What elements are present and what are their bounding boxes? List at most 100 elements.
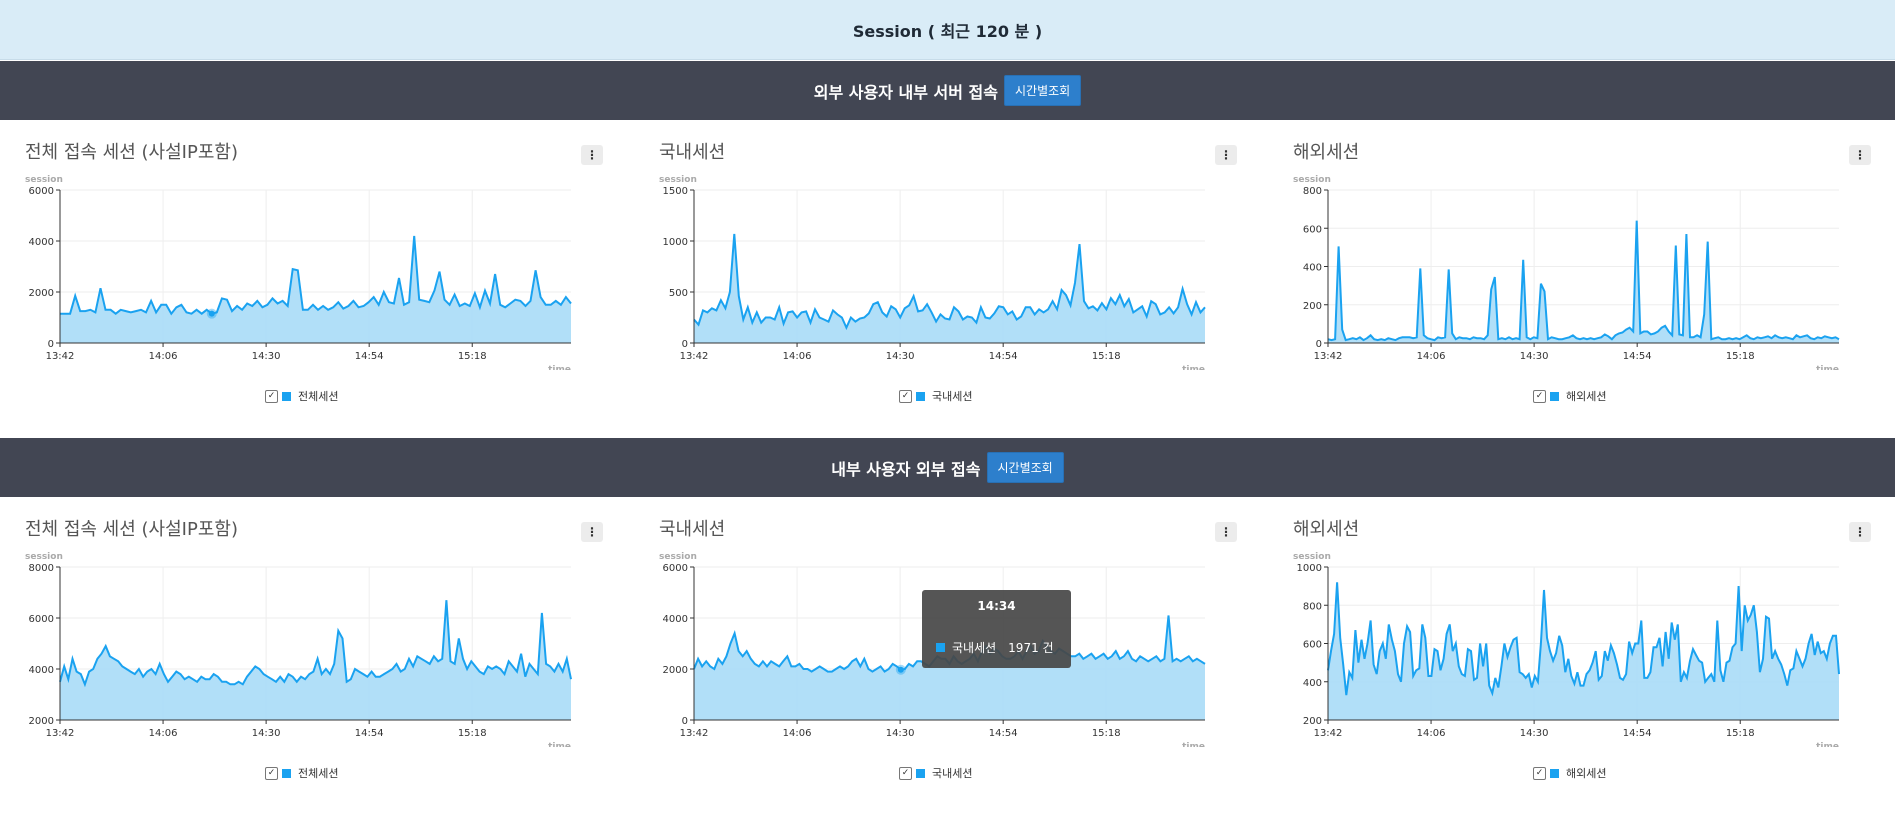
x-tick-label: 14:06 (783, 351, 812, 362)
y-axis-label: session (25, 552, 63, 562)
series-line (693, 233, 1206, 331)
chart-legend[interactable]: ✓ 국내세션 (899, 765, 972, 781)
x-axis-label: time (1182, 365, 1205, 370)
y-tick-label: 800 (1303, 186, 1322, 197)
legend-swatch (282, 391, 291, 401)
y-tick-label: 6000 (29, 614, 54, 625)
x-tick-label: 13:42 (1314, 351, 1343, 362)
chart-plot: 200 400 600 800 1000 13:42 14:06 14:30 14:54 15:1… (1293, 552, 1840, 747)
chart-menu-button[interactable]: ⋮ (1849, 522, 1871, 542)
series-area (60, 235, 571, 343)
hourly-view-button[interactable]: 시간별조회 (986, 452, 1064, 483)
x-tick-label: 14:30 (1520, 728, 1549, 739)
series-area (1328, 220, 1839, 343)
x-tick-label: 14:30 (252, 728, 281, 739)
section-title: 외부 사용자 내부 서버 접속 (813, 82, 998, 102)
chart-panel: 국내세션 ⋮ 0 500 1000 1500 13:42 14:06 14:30 14:54 15:… (634, 120, 1264, 420)
y-tick-label: 6000 (663, 563, 688, 574)
chart-plot: 0 500 1000 1500 13:42 14:06 14:30 14:54 15:18 ses… (659, 175, 1206, 370)
highlight-point (897, 666, 904, 673)
chart-title: 국내세션 (659, 519, 726, 540)
y-axis-label: session (659, 175, 697, 185)
hourly-view-button[interactable]: 시간별조회 (1004, 75, 1082, 106)
chart-menu-button[interactable]: ⋮ (1215, 522, 1237, 542)
chart-title: 해외세션 (1293, 519, 1360, 540)
y-tick-label: 4000 (663, 614, 688, 625)
tooltip-value: 1971 건 (1008, 641, 1054, 655)
chart-tooltip: 14:34 국내세션 1971 건 (922, 590, 1071, 668)
legend-checkbox[interactable]: ✓ (1533, 389, 1546, 403)
y-tick-label: 8000 (29, 563, 54, 574)
x-tick-label: 15:18 (1092, 351, 1121, 362)
y-tick-label: 1000 (1297, 563, 1322, 574)
legend-swatch (1550, 768, 1559, 778)
x-tick-label: 14:30 (252, 351, 281, 362)
y-tick-label: 4000 (29, 237, 54, 248)
y-tick-label: 4000 (29, 665, 54, 676)
series-area (1328, 582, 1839, 720)
y-tick-label: 2000 (29, 716, 54, 727)
section-title: 내부 사용자 외부 접속 (831, 459, 981, 479)
legend-checkbox[interactable]: ✓ (899, 766, 912, 780)
x-tick-label: 13:42 (680, 351, 709, 362)
page-header: Session ( 최근 120 분 ) (0, 0, 1895, 60)
x-tick-label: 14:06 (149, 728, 178, 739)
y-tick-label: 200 (1303, 301, 1322, 312)
tooltip-series: 국내세션 (952, 641, 997, 655)
chart-menu-button[interactable]: ⋮ (581, 145, 603, 165)
section-bar-internal: 내부 사용자 외부 접속 시간별조회 (0, 438, 1895, 497)
tooltip-time: 14:34 (977, 599, 1016, 613)
x-tick-label: 15:18 (1726, 351, 1755, 362)
x-tick-label: 14:54 (989, 351, 1018, 362)
chart-legend[interactable]: ✓ 전체세션 (265, 388, 338, 404)
series-line (60, 235, 572, 316)
x-axis-label: time (1816, 365, 1839, 370)
legend-swatch (916, 391, 925, 401)
y-axis-label: session (659, 552, 697, 562)
chart-plot: 2000 4000 6000 8000 13:42 14:06 14:30 14:54 15:1… (25, 552, 572, 747)
chart-title: 국내세션 (659, 142, 726, 163)
x-tick-label: 14:06 (1417, 351, 1446, 362)
x-axis-label: time (1182, 742, 1205, 747)
y-tick-label: 400 (1303, 678, 1322, 689)
x-tick-label: 14:06 (1417, 728, 1446, 739)
chart-panel: 전체 접속 세션 (사설IP포함) ⋮ 2000 4000 6000 8000 13:42 1… (0, 497, 630, 797)
legend-checkbox[interactable]: ✓ (1533, 766, 1546, 780)
y-tick-label: 0 (48, 339, 54, 350)
chart-menu-button[interactable]: ⋮ (581, 522, 603, 542)
chart-legend[interactable]: ✓ 국내세션 (899, 388, 972, 404)
y-tick-label: 800 (1303, 601, 1322, 612)
legend-checkbox[interactable]: ✓ (899, 389, 912, 403)
series-area (60, 600, 571, 720)
page-title: Session ( 최근 120 분 ) (852, 21, 1043, 41)
x-tick-label: 13:42 (680, 728, 709, 739)
series-line (1327, 582, 1840, 697)
x-tick-label: 15:18 (1092, 728, 1121, 739)
y-tick-label: 500 (669, 288, 688, 299)
legend-label: 국내세션 (932, 390, 973, 403)
legend-label: 해외세션 (1566, 767, 1607, 780)
tooltip-swatch (936, 643, 945, 652)
chart-title: 전체 접속 세션 (사설IP포함) (25, 519, 238, 540)
legend-checkbox[interactable]: ✓ (265, 766, 278, 780)
chart-legend[interactable]: ✓ 해외세션 (1533, 388, 1606, 404)
chart-legend[interactable]: ✓ 전체세션 (265, 765, 338, 781)
x-axis-label: time (548, 742, 571, 747)
chart-menu-button[interactable]: ⋮ (1215, 145, 1237, 165)
x-tick-label: 14:30 (886, 728, 915, 739)
y-tick-label: 600 (1303, 640, 1322, 651)
series-line (1327, 220, 1840, 342)
x-tick-label: 14:54 (1623, 728, 1652, 739)
y-axis-label: session (1293, 552, 1331, 562)
x-axis-label: time (548, 365, 571, 370)
legend-checkbox[interactable]: ✓ (265, 389, 278, 403)
x-tick-label: 14:30 (886, 351, 915, 362)
y-axis-label: session (25, 175, 63, 185)
legend-swatch (916, 768, 925, 778)
legend-label: 해외세션 (1566, 390, 1607, 403)
chart-legend[interactable]: ✓ 해외세션 (1533, 765, 1606, 781)
y-tick-label: 200 (1303, 716, 1322, 727)
chart-panel: 전체 접속 세션 (사설IP포함) ⋮ 0 2000 4000 6000 13:42 14:0… (0, 120, 630, 420)
chart-menu-button[interactable]: ⋮ (1849, 145, 1871, 165)
x-tick-label: 14:06 (783, 728, 812, 739)
